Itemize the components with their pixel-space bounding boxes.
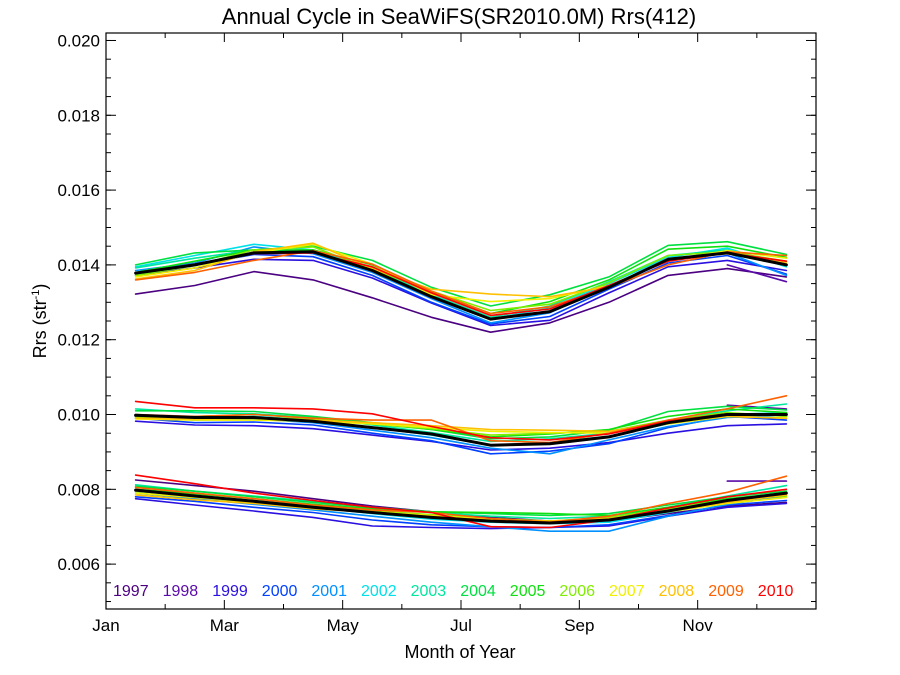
- y-tick-label: 0.012: [57, 331, 100, 350]
- legend-item-2004: 2004: [460, 583, 496, 600]
- y-tick-label: 0.006: [57, 555, 100, 574]
- series-line: [134, 394, 788, 444]
- series-line: [134, 249, 788, 315]
- mean-series-line: [134, 413, 788, 447]
- x-tick-label: Jul: [450, 616, 472, 635]
- legend-item-2009: 2009: [708, 583, 744, 600]
- legend-item-1997: 1997: [113, 583, 149, 600]
- legend-item-2001: 2001: [311, 583, 347, 600]
- mean-series-line: [134, 250, 788, 321]
- series-group-2: [134, 394, 788, 455]
- series-line: [726, 264, 788, 283]
- y-axis-label-close: ): [30, 284, 50, 290]
- legend-item-2006: 2006: [559, 583, 595, 600]
- x-tick-label: May: [327, 616, 360, 635]
- y-tick-label: 0.020: [57, 31, 100, 50]
- series-line: [134, 267, 788, 334]
- series-line: [134, 420, 788, 451]
- legend: 1997 1998 1999 2000 2001 2002 2003 2004 2005 2006…: [113, 583, 793, 600]
- legend-item-2005: 2005: [510, 583, 546, 600]
- chart-title: Annual Cycle in SeaWiFS(SR2010.0M) Rrs(4…: [222, 4, 696, 29]
- series-line: [134, 246, 788, 312]
- legend-item-2008: 2008: [659, 583, 695, 600]
- x-tick-label: Mar: [210, 616, 240, 635]
- mean-series-line: [134, 488, 788, 525]
- x-tick-label: Jan: [92, 616, 119, 635]
- series-line: [134, 258, 788, 327]
- series-group-3: [134, 474, 788, 533]
- x-axis: Jan Mar May Jul Sep Nov: [92, 33, 758, 635]
- legend-item-1998: 1998: [163, 583, 199, 600]
- legend-item-2003: 2003: [411, 583, 447, 600]
- y-tick-label: 0.014: [57, 256, 100, 275]
- y-axis: 0.006 0.008 0.010 0.012 0.014 0.016 0.018 0.020: [57, 31, 816, 603]
- y-tick-label: 0.016: [57, 181, 100, 200]
- y-axis-label-main: Rrs (str: [30, 299, 50, 358]
- legend-item-2007: 2007: [609, 583, 645, 600]
- x-axis-label: Month of Year: [404, 642, 515, 662]
- legend-item-2000: 2000: [262, 583, 298, 600]
- series-line: [134, 405, 788, 440]
- x-tick-label: Nov: [683, 616, 714, 635]
- series-group-1: [134, 240, 788, 334]
- y-tick-label: 0.008: [57, 480, 100, 499]
- legend-item-2002: 2002: [361, 583, 397, 600]
- series-line: [134, 414, 788, 455]
- series-line: [134, 240, 788, 307]
- y-tick-label: 0.010: [57, 406, 100, 425]
- plot-frame: [105, 32, 817, 610]
- y-axis-label: Rrs (str-1): [30, 284, 50, 359]
- y-tick-label: 0.018: [57, 106, 100, 125]
- series-layer: [134, 240, 788, 533]
- legend-item-1999: 1999: [212, 583, 248, 600]
- legend-item-2010: 2010: [758, 583, 794, 600]
- y-axis-label-superscript: -1: [30, 290, 42, 300]
- x-tick-label: Sep: [564, 616, 594, 635]
- series-line: [134, 475, 788, 524]
